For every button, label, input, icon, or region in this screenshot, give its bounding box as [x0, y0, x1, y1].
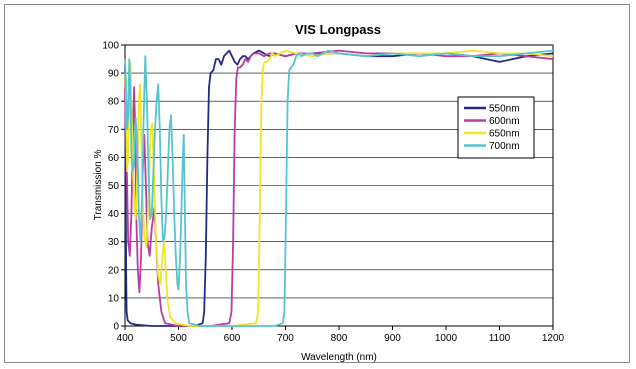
series-line-600nm [124, 49, 554, 327]
legend-label: 650nm [489, 129, 520, 140]
y-tick-label: 40 [108, 209, 120, 220]
legend-label: 700nm [489, 141, 520, 152]
legend-label: 600nm [489, 116, 520, 127]
x-tick-label: 500 [170, 333, 187, 344]
x-tick-label: 1100 [489, 333, 511, 344]
y-tick-label: 20 [108, 265, 120, 276]
x-tick-label: 600 [224, 333, 241, 344]
chart-title: VIS Longpass [295, 22, 381, 37]
y-tick-label: 100 [102, 41, 119, 52]
x-tick-label: 700 [277, 333, 294, 344]
x-tick-label: 900 [384, 333, 401, 344]
y-tick-label: 50 [108, 181, 120, 192]
legend-label: 550nm [489, 104, 520, 115]
y-axis-label: Transmission % [93, 150, 104, 221]
y-tick-label: 60 [108, 153, 120, 164]
x-tick-label: 800 [331, 333, 348, 344]
x-axis-label: Wavelength (nm) [301, 352, 377, 363]
x-tick-label: 1000 [435, 333, 458, 344]
y-tick-label: 70 [108, 125, 120, 136]
x-tick-label: 1200 [542, 333, 565, 344]
chart-svg: VIS Longpass 400 500 600 700 800 900 1000 1100 1… [93, 22, 565, 363]
y-tick-label: 0 [113, 322, 119, 333]
chart-frame: VIS Longpass 400 500 600 700 800 900 1000 1100 1… [4, 4, 630, 363]
y-tick-label: 10 [108, 293, 120, 304]
series-line-700nm [124, 49, 554, 327]
y-tick-label: 90 [108, 69, 120, 80]
x-tick-label: 400 [117, 333, 134, 344]
y-tick-label: 80 [108, 97, 120, 108]
series-line-650nm [124, 49, 554, 327]
y-tick-label: 30 [108, 237, 120, 248]
